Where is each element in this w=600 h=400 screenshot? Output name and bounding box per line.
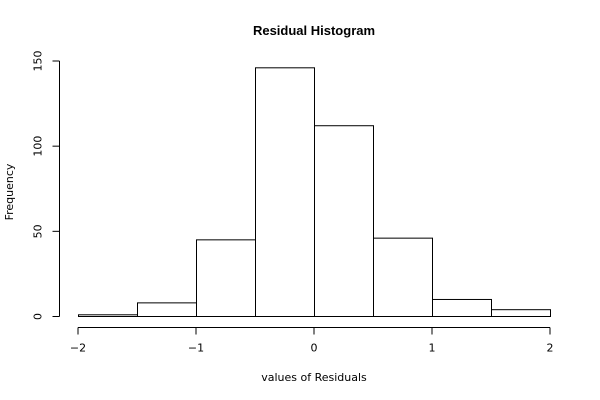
y-tick-label: 150: [32, 51, 45, 72]
chart-title: Residual Histogram: [253, 23, 375, 38]
y-tick-label: 100: [32, 136, 45, 157]
x-tick-label: 1: [429, 342, 436, 355]
x-tick-label: −2: [70, 342, 86, 355]
y-tick-label: 0: [32, 313, 45, 320]
histogram-bar: [314, 125, 374, 317]
histogram-bar: [491, 309, 551, 318]
histogram-bar: [137, 302, 197, 317]
histogram-bar: [196, 239, 256, 318]
x-axis-label: values of Residuals: [261, 371, 367, 384]
histogram-bar: [255, 67, 315, 317]
y-tick-label: 50: [32, 224, 45, 238]
x-axis: −2 −1 0 1 2: [70, 327, 554, 355]
x-tick-label: −1: [188, 342, 204, 355]
x-tick-label: 2: [547, 342, 554, 355]
histogram-bar: [78, 314, 138, 317]
histogram-bars: [78, 67, 551, 318]
y-axis: 0 50 100 150: [32, 51, 60, 320]
x-tick-label: 0: [311, 342, 318, 355]
histogram-bar: [373, 237, 433, 317]
histogram-bar: [432, 298, 492, 318]
y-axis-label: Frequency: [3, 163, 16, 220]
